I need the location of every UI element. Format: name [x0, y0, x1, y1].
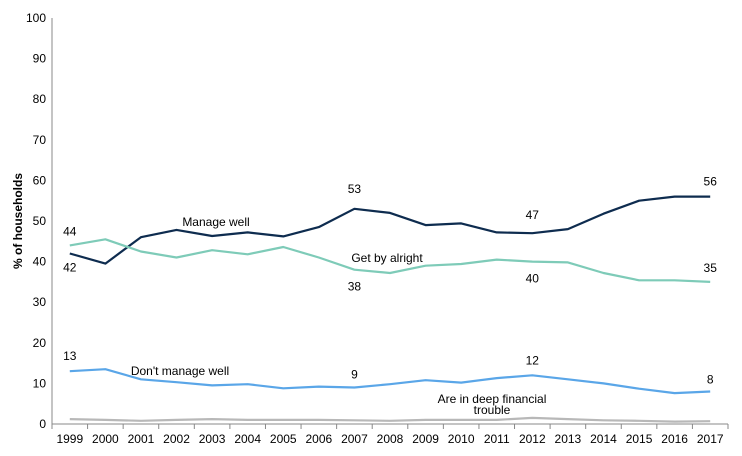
- data-label: 53: [348, 182, 362, 196]
- series-line-3: [69, 416, 711, 423]
- x-tick-label: 2006: [305, 432, 332, 446]
- series-label: Are in deep financial: [438, 392, 547, 406]
- x-tick-label: 1999: [56, 432, 83, 446]
- x-tick-label: 2013: [555, 432, 582, 446]
- x-tick-label: 2010: [448, 432, 475, 446]
- data-label: 40: [526, 272, 540, 286]
- series-line-1: [69, 238, 711, 283]
- x-tick-label: 2003: [199, 432, 226, 446]
- data-label: 38: [348, 280, 362, 294]
- y-axis: 0 10 20 30 40 50 60 70 80 90 100: [26, 11, 53, 431]
- x-tick-label: 2016: [661, 432, 688, 446]
- y-tick-label: 0: [39, 417, 46, 431]
- series-label: Don't manage well: [131, 364, 229, 378]
- x-tick-label: 2009: [412, 432, 439, 446]
- x-tick-label: 2000: [92, 432, 119, 446]
- y-tick-label: 70: [33, 133, 47, 147]
- y-tick-label: 50: [33, 214, 47, 228]
- x-tick-label: 2007: [341, 432, 368, 446]
- series-label: Get by alright: [351, 251, 423, 265]
- series-line-2: [69, 368, 711, 395]
- y-axis-title: % of households: [11, 173, 25, 269]
- x-tick-label: 2005: [270, 432, 297, 446]
- y-tick-label: 100: [26, 11, 46, 25]
- data-label: 56: [704, 175, 718, 189]
- x-tick-label: 2014: [590, 432, 617, 446]
- data-label: 8: [707, 373, 714, 387]
- y-tick-label: 90: [33, 52, 47, 66]
- x-tick-label: 2012: [519, 432, 546, 446]
- y-tick-label: 40: [33, 255, 47, 269]
- data-labels: 42 53 47 56 44 38 40 35 13 9 12 8: [63, 175, 717, 387]
- data-label: 42: [63, 260, 77, 274]
- data-label: 44: [63, 224, 77, 238]
- y-tick-label: 80: [33, 92, 47, 106]
- x-tick-label: 2008: [377, 432, 404, 446]
- y-tick-label: 10: [33, 376, 47, 390]
- data-label: 12: [526, 353, 540, 367]
- series-label: Manage well: [182, 215, 249, 229]
- x-axis: 1999 2000 2001 2002 2003 2004 2005 2006 2007 2008…: [51, 423, 729, 446]
- x-tick-label: 2004: [234, 432, 261, 446]
- x-tick-label: 2011: [484, 432, 510, 446]
- x-tick-label: 2002: [163, 432, 190, 446]
- series-line-0: [69, 195, 711, 265]
- x-tick-label: 2001: [128, 432, 155, 446]
- y-tick-label: 60: [33, 173, 47, 187]
- series-labels: Manage well Get by alright Don't manage we…: [131, 215, 547, 417]
- y-tick-label: 20: [33, 336, 47, 350]
- data-label: 35: [704, 261, 718, 275]
- y-tick-label: 30: [33, 295, 47, 309]
- series-lines: [69, 195, 711, 423]
- data-label: 9: [351, 367, 358, 381]
- x-tick-label: 2015: [626, 432, 653, 446]
- series-label: trouble: [474, 403, 511, 417]
- data-label: 13: [63, 349, 77, 363]
- x-tick-label: 2017: [697, 432, 724, 446]
- data-label: 47: [526, 208, 540, 222]
